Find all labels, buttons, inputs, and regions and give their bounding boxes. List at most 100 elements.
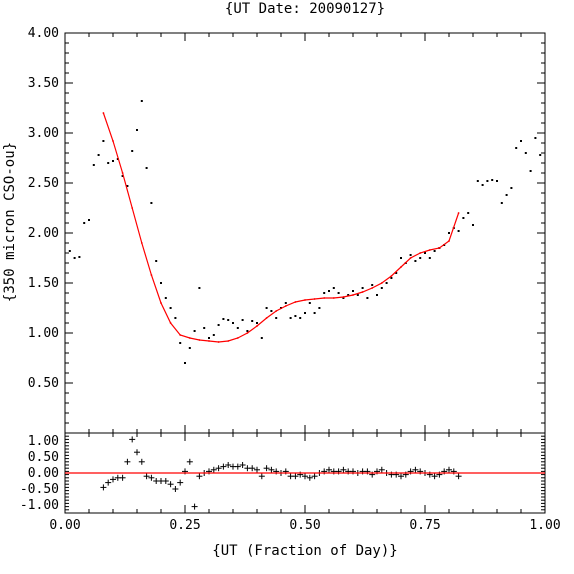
- fit-point: [380, 282, 383, 284]
- data-point: [188, 347, 191, 349]
- data-point: [174, 317, 177, 319]
- upper-fit-line: [102, 112, 460, 343]
- data-point: [150, 202, 153, 204]
- fit-point: [160, 302, 162, 304]
- x-tick-label: 0.25: [169, 518, 200, 533]
- upper-panel: 0.50 1.00 1.50 2.00 2.50 3.00 3.50 4.00: [28, 26, 546, 434]
- lower-y-tick-label: 1.00: [28, 434, 59, 449]
- residual-point: [378, 466, 385, 473]
- fit-point: [140, 242, 143, 244]
- residual-point: [311, 473, 318, 480]
- fit-point: [438, 247, 441, 249]
- residual-point: [249, 465, 256, 472]
- data-point: [380, 287, 383, 289]
- residual-point: [196, 473, 203, 480]
- residual-point: [258, 473, 265, 480]
- fit-point: [400, 266, 402, 268]
- fit-point: [265, 317, 268, 319]
- data-point: [212, 334, 215, 336]
- data-point: [505, 194, 508, 196]
- residual-point: [220, 463, 227, 470]
- data-point: [68, 250, 71, 252]
- data-point: [529, 170, 532, 172]
- fit-point: [275, 310, 278, 312]
- fit-point: [304, 299, 306, 301]
- data-point: [361, 287, 364, 289]
- fit-point: [198, 339, 201, 341]
- data-point: [97, 154, 100, 156]
- data-point: [352, 290, 354, 292]
- data-point: [203, 327, 206, 329]
- x-tick-label: 0.00: [49, 518, 80, 533]
- fit-point: [457, 212, 460, 214]
- upper-data: [68, 100, 542, 364]
- data-point: [256, 322, 258, 324]
- lower-y-tick-label: 0.50: [28, 450, 59, 465]
- data-point: [337, 292, 340, 294]
- upper-ticks: 0.50 1.00 1.50 2.00 2.50 3.00 3.50 4.00: [28, 26, 546, 434]
- data-point: [140, 100, 143, 102]
- residual-point: [105, 479, 112, 486]
- data-point: [462, 217, 465, 219]
- residual-point: [129, 436, 136, 443]
- data-point: [414, 260, 417, 262]
- data-point: [251, 320, 254, 322]
- data-point: [184, 362, 186, 364]
- data-point: [510, 187, 513, 189]
- residual-point: [210, 466, 217, 473]
- data-point: [92, 164, 95, 166]
- residual-point: [446, 466, 452, 473]
- x-axis-title: {UT (Fraction of Day)}: [212, 543, 397, 559]
- residual-point: [254, 466, 260, 473]
- data-point: [236, 327, 239, 329]
- upper-y-tick-label: 4.00: [28, 26, 59, 41]
- fit-point: [352, 294, 354, 296]
- fit-point: [102, 112, 105, 114]
- data-point: [78, 256, 81, 258]
- data-point: [217, 324, 220, 326]
- data-point: [524, 152, 527, 154]
- data-point: [491, 179, 494, 181]
- lower-panel: 1.000.500.00-0.50-1.000.00 0.25 0.50 0.75 1.…: [20, 432, 561, 533]
- residual-point: [215, 465, 222, 472]
- residual-point: [239, 462, 246, 468]
- data-point: [222, 318, 225, 320]
- y-axis-title: {350 micron CSO-ou}: [2, 142, 18, 302]
- fit-point: [323, 297, 326, 299]
- data-point: [342, 297, 345, 299]
- data-point: [534, 137, 537, 139]
- data-point: [260, 337, 263, 339]
- residual-point: [138, 458, 145, 465]
- residual-point: [124, 458, 131, 465]
- data-point: [241, 319, 244, 321]
- lower-y-tick-label: -0.50: [20, 482, 59, 497]
- fit-point: [361, 291, 364, 293]
- data-point: [284, 302, 287, 304]
- residual-point: [306, 474, 313, 481]
- data-point: [308, 302, 311, 304]
- fit-point: [409, 257, 412, 259]
- data-point: [88, 219, 90, 221]
- chart-title: {UT Date: 20090127}: [225, 1, 385, 17]
- data-point: [208, 337, 210, 339]
- residual-point: [134, 449, 140, 456]
- fit-point: [256, 325, 258, 327]
- fit-point: [150, 274, 153, 276]
- data-point: [428, 257, 431, 259]
- data-point: [390, 277, 393, 279]
- upper-y-tick-label: 2.00: [28, 226, 59, 241]
- data-point: [136, 129, 138, 131]
- fit-point: [236, 337, 239, 339]
- residual-point: [143, 473, 150, 480]
- data-point: [520, 140, 522, 142]
- data-point: [332, 287, 335, 289]
- residual-point: [455, 473, 462, 480]
- fit-point: [342, 296, 345, 298]
- data-point: [313, 312, 316, 314]
- data-point: [500, 202, 503, 204]
- residual-point: [186, 458, 193, 465]
- data-point: [496, 180, 498, 182]
- data-point: [486, 180, 489, 182]
- fit-point: [217, 341, 220, 343]
- upper-y-tick-label: 0.50: [28, 376, 59, 391]
